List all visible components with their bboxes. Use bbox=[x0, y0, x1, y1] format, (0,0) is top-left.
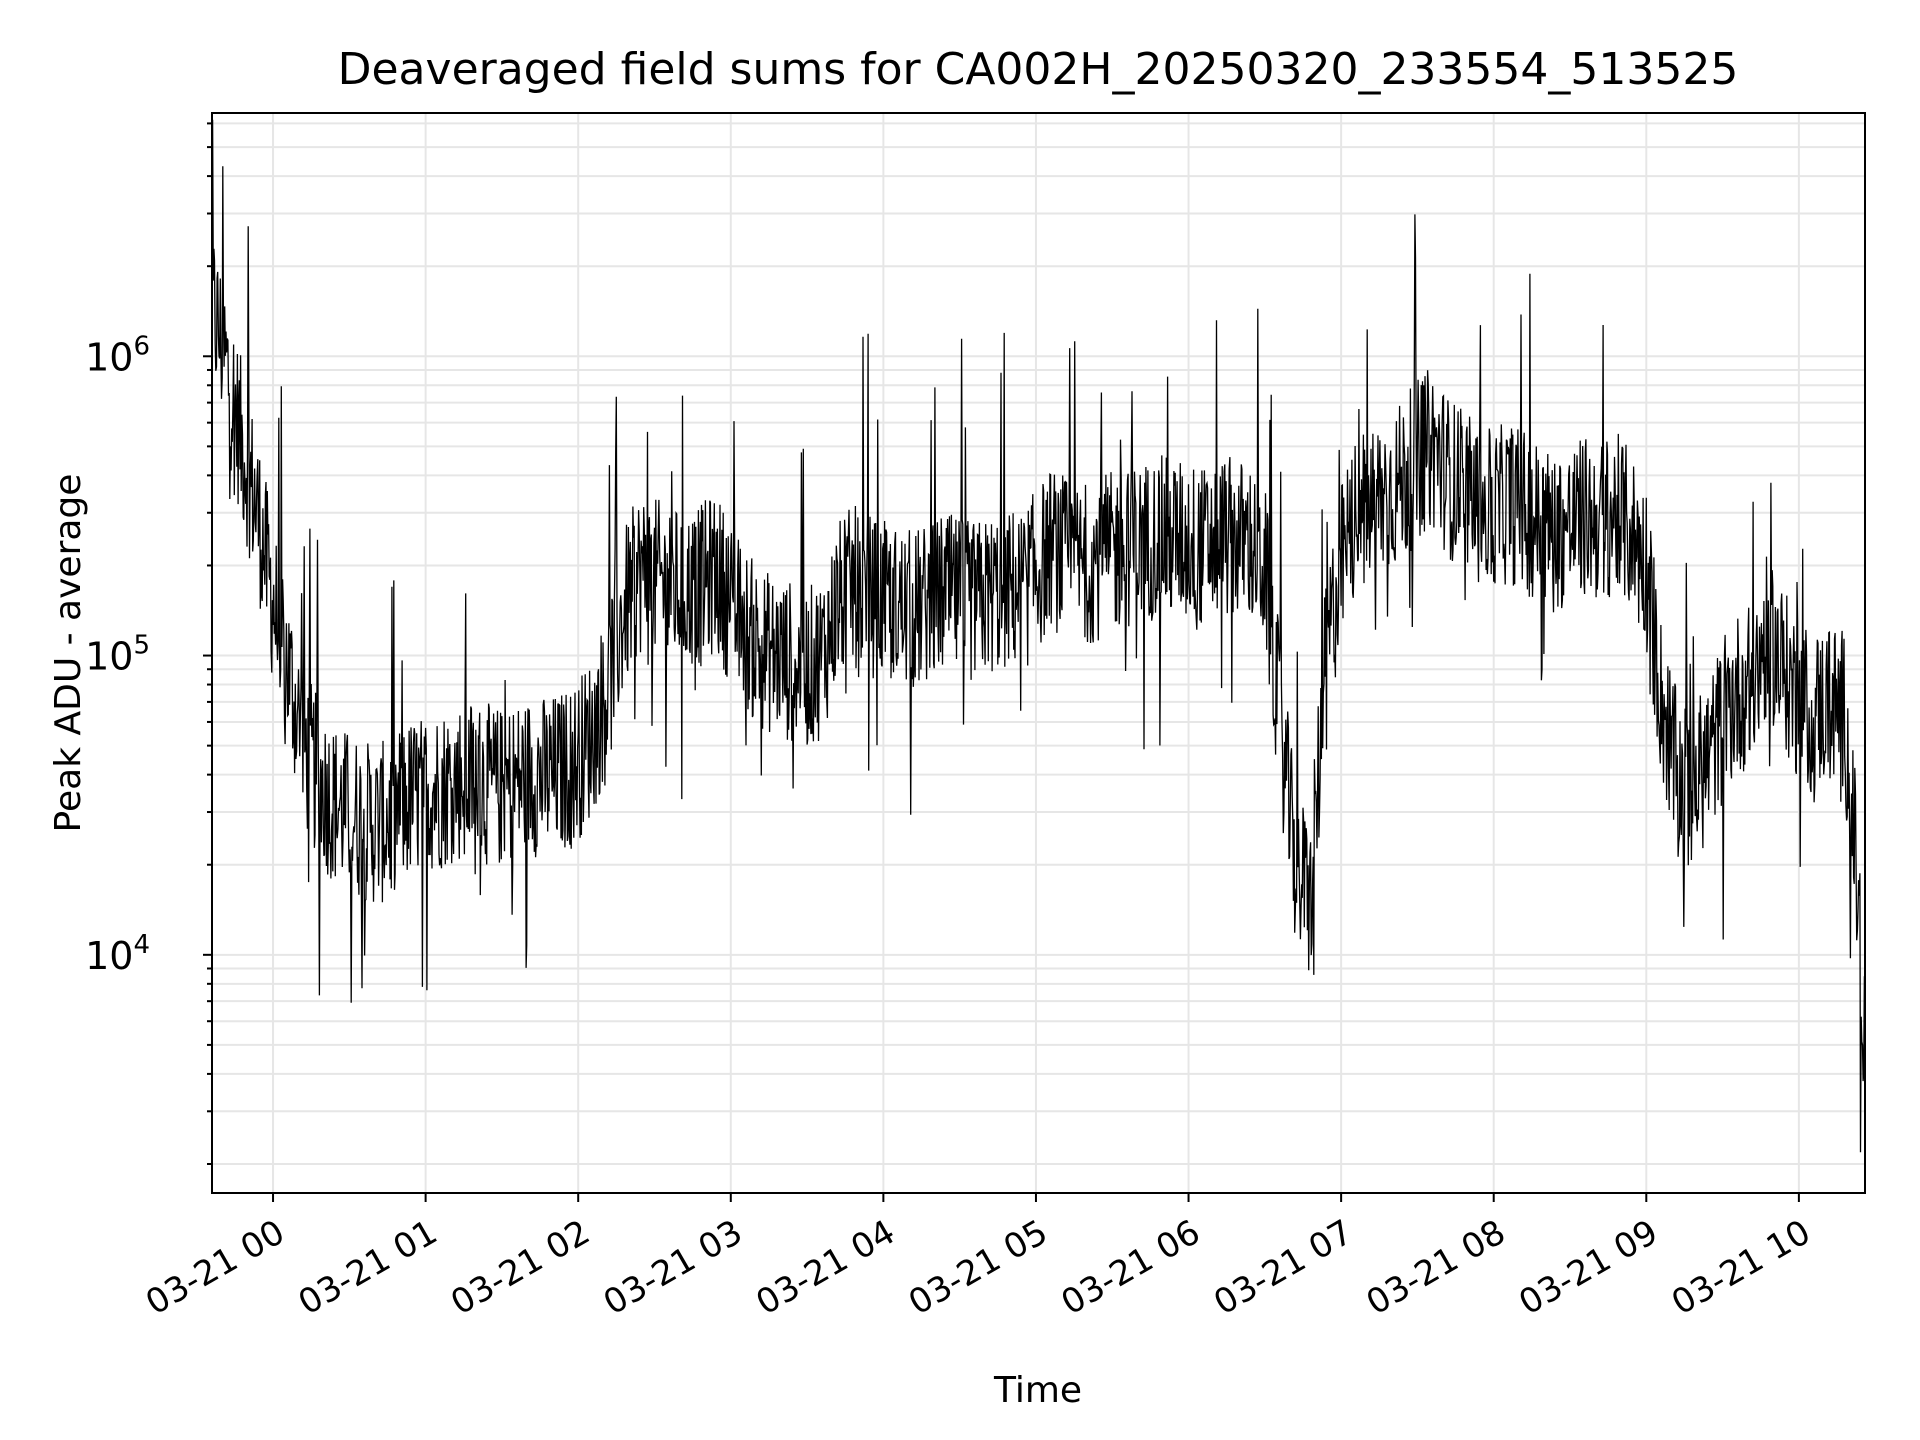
x-tick-label: 03-21 10 bbox=[1665, 1212, 1817, 1323]
x-axis-label: Time bbox=[993, 1370, 1082, 1411]
x-tick-label: 03-21 07 bbox=[1207, 1212, 1359, 1323]
x-tick-label: 03-21 06 bbox=[1055, 1212, 1207, 1323]
y-axis-label: Peak ADU - average bbox=[48, 474, 89, 833]
plot-frame bbox=[211, 112, 1866, 1194]
x-tick-label: 03-21 02 bbox=[444, 1212, 596, 1323]
x-tick-label: 03-21 05 bbox=[902, 1212, 1054, 1323]
x-tick-label: 03-21 09 bbox=[1512, 1212, 1664, 1323]
series-line bbox=[211, 119, 1866, 1153]
y-tick-label: 106 bbox=[85, 331, 150, 379]
x-tick-label: 03-21 04 bbox=[749, 1212, 901, 1323]
x-tick-label: 03-21 03 bbox=[597, 1212, 749, 1323]
y-tick-label: 104 bbox=[85, 930, 150, 978]
y-tick-label: 105 bbox=[85, 631, 150, 679]
chart-title: Deaveraged field sums for CA002H_2025032… bbox=[338, 44, 1739, 95]
x-tick-label: 03-21 01 bbox=[292, 1212, 444, 1323]
x-tick-label: 03-21 00 bbox=[139, 1212, 291, 1323]
grid-lines bbox=[212, 113, 1865, 1193]
x-tick-label: 03-21 08 bbox=[1360, 1212, 1512, 1323]
